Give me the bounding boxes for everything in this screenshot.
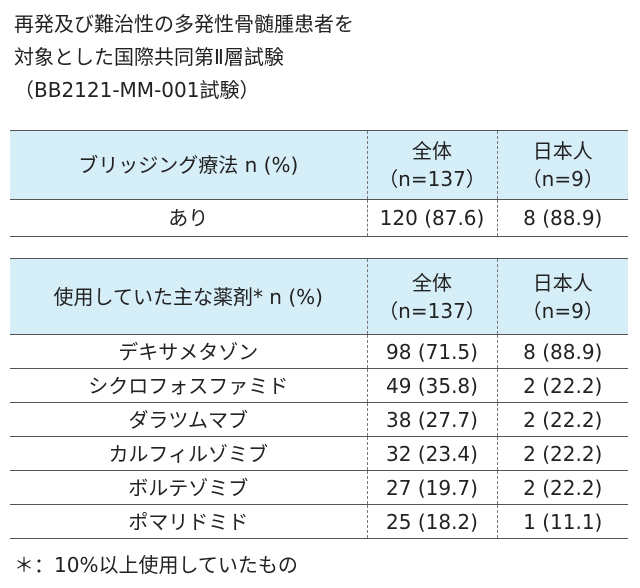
- header-cell: ブリッジング療法 n (%): [10, 130, 367, 200]
- footnote: ＊：10%以上使用していたもの: [14, 553, 298, 577]
- cell: 25 (18.2): [366, 504, 497, 539]
- cell: 120 (87.6): [366, 199, 497, 237]
- row: あり 120 (87.6) 8 (88.9): [10, 199, 628, 237]
- cell: 2 (22.2): [496, 470, 628, 505]
- cell: 27 (19.7): [366, 470, 497, 505]
- title: 再発及び難治性の多発性骨髄腫患者を 対象とした国際共同第Ⅱ層試験 （BB2121-M…: [14, 8, 354, 107]
- row: シクロフォスファミド 49 (35.8) 2 (22.2): [10, 368, 628, 403]
- cell: 38 (27.7): [366, 402, 497, 437]
- row: ポマリドミド 25 (18.2) 1 (11.1): [10, 504, 628, 539]
- cell: 2 (22.2): [496, 368, 628, 403]
- cell: ボルテゾミブ: [10, 470, 367, 505]
- title-line: 対象とした国際共同第Ⅱ層試験: [14, 45, 284, 69]
- cell: カルフィルゾミブ: [10, 436, 367, 471]
- header-text: 使用していた主な薬剤* n (%): [53, 284, 323, 309]
- header-text: ブリッジング療法 n (%): [78, 153, 299, 177]
- header-row: ブリッジング療法 n (%) 全体 （n=137） 日本人 （n=9）: [10, 130, 628, 200]
- header-text: （n=137）: [378, 167, 486, 191]
- header-text: 日本人: [532, 270, 593, 295]
- header-cell: 使用していた主な薬剤* n (%): [10, 258, 367, 335]
- row: カルフィルゾミブ 32 (23.4) 2 (22.2): [10, 436, 628, 471]
- header-cell: 日本人 （n=9）: [496, 258, 628, 335]
- table: 使用していた主な薬剤* n (%) 全体 （n=137） 日本人 （n=9） デキサメタゾ…: [10, 258, 628, 539]
- cell: 1 (11.1): [496, 504, 628, 539]
- cell: 49 (35.8): [366, 368, 497, 403]
- row: ダラツムマブ 38 (27.7) 2 (22.2): [10, 402, 628, 437]
- header-cell: 日本人 （n=9）: [496, 130, 628, 200]
- header-text: （n=137）: [378, 298, 486, 323]
- header-text: 全体: [412, 270, 452, 295]
- cell: ダラツムマブ: [10, 402, 367, 437]
- header-text: （n=9）: [521, 298, 604, 323]
- table: ブリッジング療法 n (%) 全体 （n=137） 日本人 （n=9） あり 120 (87…: [10, 130, 628, 237]
- header-cell: 全体 （n=137）: [366, 130, 497, 200]
- title-line: 再発及び難治性の多発性骨髄腫患者を: [14, 12, 354, 36]
- row: ボルテゾミブ 27 (19.7) 2 (22.2): [10, 470, 628, 505]
- cell: 32 (23.4): [366, 436, 497, 471]
- header-text: 全体: [412, 139, 452, 163]
- title-line: （BB2121-MM-001試験）: [14, 78, 260, 102]
- header-text: 日本人: [532, 139, 593, 163]
- cell: 98 (71.5): [366, 334, 497, 369]
- cell: ポマリドミド: [10, 504, 367, 539]
- header-cell: 全体 （n=137）: [366, 258, 497, 335]
- cell: あり: [10, 199, 367, 237]
- cell: 8 (88.9): [496, 199, 628, 237]
- cell: 8 (88.9): [496, 334, 628, 369]
- cell: デキサメタゾン: [10, 334, 367, 369]
- row: デキサメタゾン 98 (71.5) 8 (88.9): [10, 334, 628, 369]
- cell: 2 (22.2): [496, 436, 628, 471]
- header-text: （n=9）: [521, 167, 604, 191]
- header-row: 使用していた主な薬剤* n (%) 全体 （n=137） 日本人 （n=9）: [10, 258, 628, 335]
- cell: シクロフォスファミド: [10, 368, 367, 403]
- cell: 2 (22.2): [496, 402, 628, 437]
